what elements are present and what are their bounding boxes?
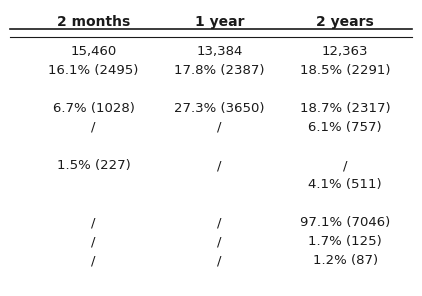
Text: 6.1% (757): 6.1% (757)	[308, 121, 382, 134]
Text: 1.2% (87): 1.2% (87)	[313, 254, 378, 267]
Text: /: /	[217, 235, 222, 248]
Text: 18.5% (2291): 18.5% (2291)	[300, 64, 390, 77]
Text: 6.7% (1028): 6.7% (1028)	[53, 102, 135, 115]
Text: 1.7% (125): 1.7% (125)	[308, 235, 382, 248]
Text: /: /	[217, 121, 222, 134]
Text: 2 years: 2 years	[316, 15, 374, 29]
Text: 15,460: 15,460	[70, 45, 117, 58]
Text: /: /	[217, 216, 222, 229]
Text: /: /	[92, 254, 96, 267]
Text: 97.1% (7046): 97.1% (7046)	[300, 216, 390, 229]
Text: /: /	[217, 254, 222, 267]
Text: /: /	[92, 121, 96, 134]
Text: /: /	[217, 159, 222, 172]
Text: 18.7% (2317): 18.7% (2317)	[300, 102, 390, 115]
Text: /: /	[343, 159, 347, 172]
Text: 27.3% (3650): 27.3% (3650)	[174, 102, 265, 115]
Text: /: /	[92, 235, 96, 248]
Text: 13,384: 13,384	[196, 45, 243, 58]
Text: 1 year: 1 year	[195, 15, 244, 29]
Text: 12,363: 12,363	[322, 45, 368, 58]
Text: 4.1% (511): 4.1% (511)	[308, 178, 382, 191]
Text: 16.1% (2495): 16.1% (2495)	[49, 64, 139, 77]
Text: 2 months: 2 months	[57, 15, 130, 29]
Text: 17.8% (2387): 17.8% (2387)	[174, 64, 265, 77]
Text: 1.5% (227): 1.5% (227)	[57, 159, 130, 172]
Text: /: /	[92, 216, 96, 229]
